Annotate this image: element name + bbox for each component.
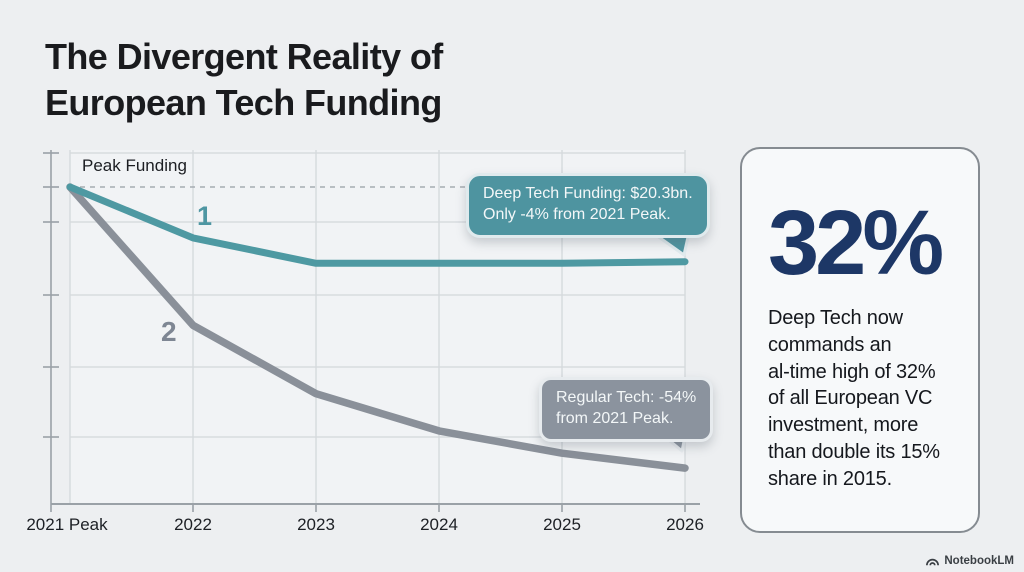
brand-label: NotebookLM bbox=[944, 555, 1014, 567]
y-axis bbox=[43, 150, 59, 512]
regular-tech-callout-line1: Regular Tech: -54% bbox=[556, 389, 697, 406]
x-label-2021-peak: 2021 Peak bbox=[26, 515, 108, 534]
page-title: The Divergent Reality of European Tech F… bbox=[45, 34, 443, 126]
x-label-2022: 2022 bbox=[174, 515, 212, 534]
notebooklm-icon bbox=[926, 558, 940, 566]
deep-tech-callout-line1: Deep Tech Funding: $20.3bn. bbox=[483, 185, 693, 202]
x-axis bbox=[51, 503, 700, 512]
regular-tech-callout: Regular Tech: -54% from 2021 Peak. bbox=[539, 377, 714, 442]
regular-tech-callout-line2: from 2021 Peak. bbox=[556, 410, 674, 428]
stat-card: 32% Deep Tech now commands an al-time hi… bbox=[740, 147, 980, 533]
regular-tech-marker: 2 bbox=[161, 316, 177, 347]
y-axis-label: Peak Funding bbox=[82, 156, 187, 175]
brand-watermark: NotebookLM bbox=[925, 555, 1014, 567]
deep-tech-callout: Deep Tech Funding: $20.3bn. Only -4% fro… bbox=[466, 173, 710, 238]
page-title-line1: The Divergent Reality of bbox=[45, 36, 443, 77]
x-label-2025: 2025 bbox=[543, 515, 581, 534]
x-label-2023: 2023 bbox=[297, 515, 335, 534]
page-title-line2: European Tech Funding bbox=[45, 82, 442, 124]
x-label-2024: 2024 bbox=[420, 515, 458, 534]
deep-tech-callout-line2: Only -4% from 2021 Peak. bbox=[483, 206, 671, 224]
deep-tech-marker: 1 bbox=[197, 201, 213, 231]
x-label-2026: 2026 bbox=[666, 515, 704, 534]
deep-tech-line bbox=[66, 183, 689, 267]
stat-value: 32% bbox=[768, 192, 944, 294]
regular-tech-line bbox=[66, 183, 689, 472]
stat-description: Deep Tech now commands an al-time high o… bbox=[768, 307, 940, 490]
